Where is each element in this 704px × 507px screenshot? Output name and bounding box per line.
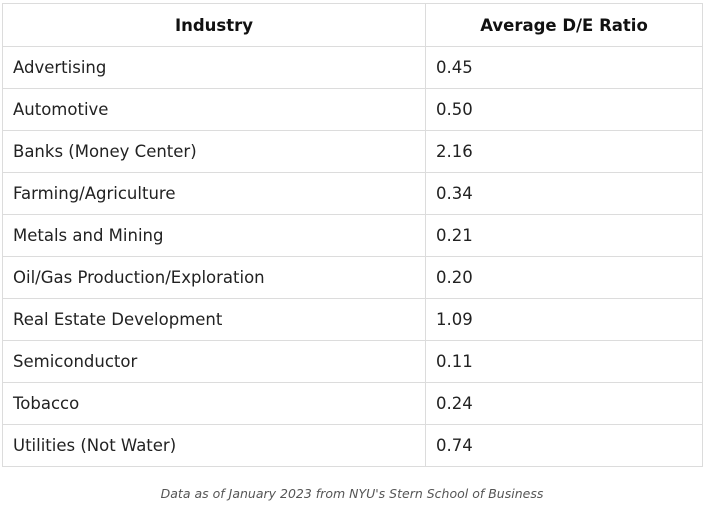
ratio-cell: 0.21 [425,214,703,257]
industry-cell: Oil/Gas Production/Exploration [2,256,426,299]
industry-cell: Real Estate Development [2,298,426,341]
ratio-cell: 2.16 [425,130,703,173]
industry-cell: Advertising [2,46,426,89]
ratio-cell: 0.45 [425,46,703,89]
header-industry: Industry [2,3,426,47]
industry-cell: Utilities (Not Water) [2,424,426,467]
table-row: Tobacco 0.24 [2,382,703,425]
table-header-row: Industry Average D/E Ratio [2,3,703,47]
table-caption: Data as of January 2023 from NYU's Stern… [160,486,544,501]
table-row: Metals and Mining 0.21 [2,214,703,257]
industry-cell: Metals and Mining [2,214,426,257]
de-ratio-table: Industry Average D/E Ratio Advertising 0… [2,3,703,467]
table-row: Automotive 0.50 [2,88,703,131]
ratio-cell: 0.11 [425,340,703,383]
table-row: Semiconductor 0.11 [2,340,703,383]
ratio-cell: 0.24 [425,382,703,425]
industry-cell: Automotive [2,88,426,131]
industry-cell: Semiconductor [2,340,426,383]
table-row: Oil/Gas Production/Exploration 0.20 [2,256,703,299]
table-row: Banks (Money Center) 2.16 [2,130,703,173]
table-row: Real Estate Development 1.09 [2,298,703,341]
industry-cell: Tobacco [2,382,426,425]
ratio-cell: 0.74 [425,424,703,467]
table-row: Utilities (Not Water) 0.74 [2,424,703,467]
ratio-cell: 0.20 [425,256,703,299]
industry-cell: Banks (Money Center) [2,130,426,173]
table-row: Advertising 0.45 [2,46,703,89]
industry-cell: Farming/Agriculture [2,172,426,215]
table-row: Farming/Agriculture 0.34 [2,172,703,215]
ratio-cell: 0.50 [425,88,703,131]
ratio-cell: 0.34 [425,172,703,215]
ratio-cell: 1.09 [425,298,703,341]
header-average-de-ratio: Average D/E Ratio [425,3,703,47]
